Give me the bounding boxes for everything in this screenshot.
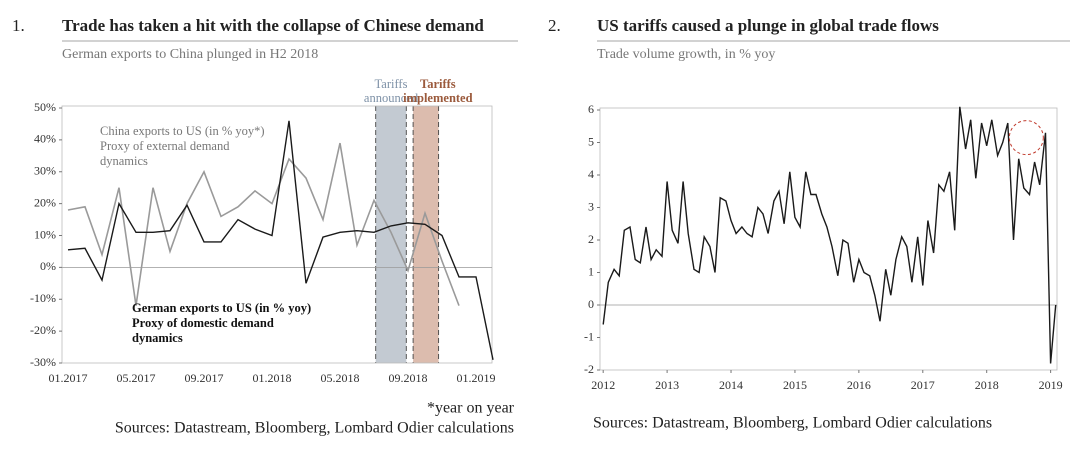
x-tick-label: 09.2017	[185, 371, 224, 385]
y-tick-label: 10%	[34, 227, 56, 241]
x-tick-label: 2012	[591, 378, 615, 392]
y-tick-label: -1	[584, 329, 594, 343]
series-line	[602, 106, 1057, 364]
x-tick-label: 05.2018	[321, 371, 360, 385]
series-line	[67, 120, 494, 360]
series-note: dynamics	[100, 154, 148, 168]
series-note: Proxy of external demand	[100, 139, 230, 153]
series-line	[67, 142, 460, 306]
y-tick-label: -20%	[30, 323, 56, 337]
y-tick-label: -30%	[30, 355, 56, 369]
y-tick-label: 6	[588, 102, 594, 116]
chart-title: US tariffs caused a plunge in global tra…	[597, 16, 939, 35]
y-tick-label: -10%	[30, 291, 56, 305]
source: Sources: Datastream, Bloomberg, Lombard …	[593, 415, 992, 432]
tariff-band	[413, 106, 439, 363]
chart-number: 2.	[548, 16, 561, 35]
y-tick-label: 30%	[34, 164, 56, 178]
y-tick-label: 4	[588, 167, 594, 181]
band-label: Tariffs	[375, 77, 408, 91]
x-tick-label: 2018	[975, 378, 999, 392]
source: Sources: Datastream, Bloomberg, Lombard …	[115, 420, 514, 437]
plot-frame	[61, 105, 493, 364]
y-tick-label: -2	[584, 362, 594, 376]
x-tick-label: 2015	[783, 378, 807, 392]
plot-frame	[599, 107, 1058, 371]
chart-subtitle: Trade volume growth, in % yoy	[597, 47, 775, 62]
y-tick-label: 2	[588, 232, 594, 246]
y-tick-label: 20%	[34, 195, 56, 209]
x-tick-label: 2017	[911, 378, 935, 392]
band-label: implemented	[403, 91, 472, 105]
series-label: German exports to US (in % yoy)	[132, 301, 311, 315]
y-tick-label: 50%	[34, 100, 56, 114]
chart-subtitle: German exports to China plunged in H2 20…	[62, 47, 318, 62]
y-tick-label: 40%	[34, 132, 56, 146]
highlight-circle	[1008, 120, 1044, 156]
chart-title: Trade has taken a hit with the collapse …	[62, 16, 484, 35]
x-tick-label: 01.2018	[253, 371, 292, 385]
y-tick-label: 5	[588, 134, 594, 148]
series-label: China exports to US (in % yoy*)	[100, 124, 265, 138]
footnote: *year on year	[427, 400, 515, 417]
y-tick-label: 3	[588, 199, 594, 213]
band-label: Tariffs	[420, 77, 456, 91]
x-tick-label: 2013	[655, 378, 679, 392]
x-tick-label: 2016	[847, 378, 871, 392]
x-tick-label: 09.2018	[389, 371, 428, 385]
x-tick-label: 01.2019	[457, 371, 496, 385]
x-tick-label: 2019	[1039, 378, 1063, 392]
series-note: Proxy of domestic demand	[132, 316, 274, 330]
y-tick-label: 0%	[40, 259, 56, 273]
x-tick-label: 05.2017	[117, 371, 156, 385]
y-tick-label: 0	[588, 297, 594, 311]
x-tick-label: 01.2017	[49, 371, 88, 385]
x-tick-label: 2014	[719, 378, 743, 392]
series-note: dynamics	[132, 331, 183, 345]
band-label: announced	[364, 91, 419, 105]
chart-number: 1.	[12, 16, 25, 35]
tariff-band	[375, 106, 407, 363]
y-tick-label: 1	[588, 264, 594, 278]
